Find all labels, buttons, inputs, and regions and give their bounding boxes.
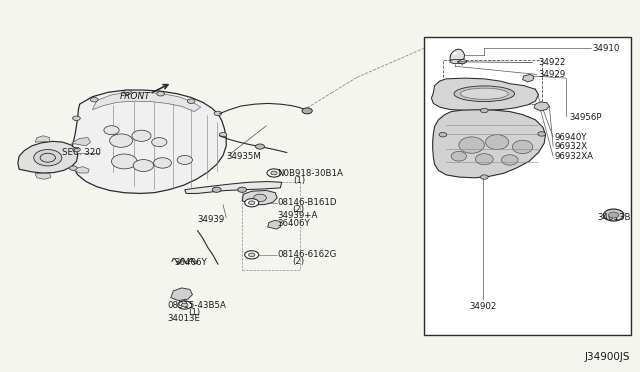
Text: (2): (2) <box>292 257 304 266</box>
Ellipse shape <box>513 140 532 154</box>
Text: 34922: 34922 <box>538 58 566 67</box>
Circle shape <box>253 194 266 202</box>
Ellipse shape <box>453 52 457 55</box>
Text: 96932XA: 96932XA <box>554 153 593 161</box>
Text: 34013E: 34013E <box>168 314 200 323</box>
Text: 36406Y: 36406Y <box>174 258 207 267</box>
Circle shape <box>248 253 255 257</box>
Polygon shape <box>72 167 89 173</box>
Circle shape <box>178 301 192 309</box>
Polygon shape <box>431 78 538 110</box>
Ellipse shape <box>451 151 467 161</box>
Text: N0B918-30B1A: N0B918-30B1A <box>277 169 343 178</box>
Polygon shape <box>242 190 277 205</box>
Circle shape <box>182 303 188 307</box>
Circle shape <box>609 212 619 218</box>
Polygon shape <box>171 288 193 301</box>
Bar <box>424 37 631 335</box>
Polygon shape <box>522 74 534 82</box>
Circle shape <box>157 92 164 96</box>
Circle shape <box>154 158 172 168</box>
Polygon shape <box>35 173 51 179</box>
Circle shape <box>271 171 277 175</box>
Bar <box>242 182 300 270</box>
Text: (2): (2) <box>292 205 304 214</box>
Polygon shape <box>92 92 201 112</box>
Circle shape <box>244 251 259 259</box>
Text: 96940Y: 96940Y <box>554 133 587 142</box>
Circle shape <box>73 116 80 121</box>
Polygon shape <box>433 110 545 178</box>
Text: FRONT: FRONT <box>120 92 150 101</box>
Circle shape <box>34 150 62 166</box>
Text: 34929: 34929 <box>538 70 566 79</box>
Polygon shape <box>18 141 77 173</box>
Circle shape <box>439 132 447 137</box>
Ellipse shape <box>502 155 518 165</box>
Text: J34900JS: J34900JS <box>584 352 630 362</box>
Text: 08146-6162G: 08146-6162G <box>277 250 337 259</box>
Circle shape <box>132 130 151 141</box>
Polygon shape <box>72 90 226 193</box>
Text: 08915-43B5A: 08915-43B5A <box>168 301 227 310</box>
Polygon shape <box>72 138 90 146</box>
Circle shape <box>73 147 80 152</box>
Text: 34939: 34939 <box>198 215 225 224</box>
Polygon shape <box>450 49 465 62</box>
Circle shape <box>177 155 193 164</box>
Circle shape <box>104 126 119 135</box>
Text: 08146-B161D: 08146-B161D <box>277 198 337 207</box>
Polygon shape <box>185 182 282 193</box>
Polygon shape <box>35 136 50 142</box>
Circle shape <box>70 166 77 170</box>
Text: 34902: 34902 <box>469 302 497 311</box>
Text: (1): (1) <box>293 176 305 185</box>
Text: 36406Y: 36406Y <box>277 219 310 228</box>
Bar <box>443 60 541 104</box>
Circle shape <box>267 169 281 177</box>
Circle shape <box>220 132 227 137</box>
Circle shape <box>237 187 246 192</box>
Text: (1): (1) <box>188 308 200 317</box>
Circle shape <box>481 175 488 179</box>
Text: 34910: 34910 <box>593 44 620 53</box>
Circle shape <box>604 209 624 221</box>
Circle shape <box>111 154 137 169</box>
Circle shape <box>538 132 545 136</box>
Text: 34939+A: 34939+A <box>277 211 317 220</box>
Ellipse shape <box>459 137 484 153</box>
Circle shape <box>90 97 98 102</box>
Polygon shape <box>268 220 280 229</box>
Polygon shape <box>450 60 467 64</box>
Circle shape <box>481 108 488 113</box>
Circle shape <box>40 153 56 162</box>
Circle shape <box>188 99 195 103</box>
Circle shape <box>124 90 131 94</box>
Ellipse shape <box>454 86 515 102</box>
Circle shape <box>133 160 154 171</box>
Text: 34013B: 34013B <box>598 213 631 222</box>
Text: SEC. 320: SEC. 320 <box>63 148 101 157</box>
Ellipse shape <box>460 88 508 99</box>
Circle shape <box>255 144 264 149</box>
Circle shape <box>152 138 167 147</box>
Circle shape <box>212 187 221 192</box>
Text: 96932X: 96932X <box>554 142 588 151</box>
Circle shape <box>109 134 132 147</box>
Circle shape <box>302 108 312 114</box>
Text: 34935M: 34935M <box>226 152 261 161</box>
Circle shape <box>248 201 255 205</box>
Ellipse shape <box>486 135 509 150</box>
Circle shape <box>214 111 222 116</box>
Text: 34956P: 34956P <box>569 113 602 122</box>
Polygon shape <box>534 102 549 111</box>
Ellipse shape <box>476 154 493 165</box>
Circle shape <box>244 199 259 207</box>
